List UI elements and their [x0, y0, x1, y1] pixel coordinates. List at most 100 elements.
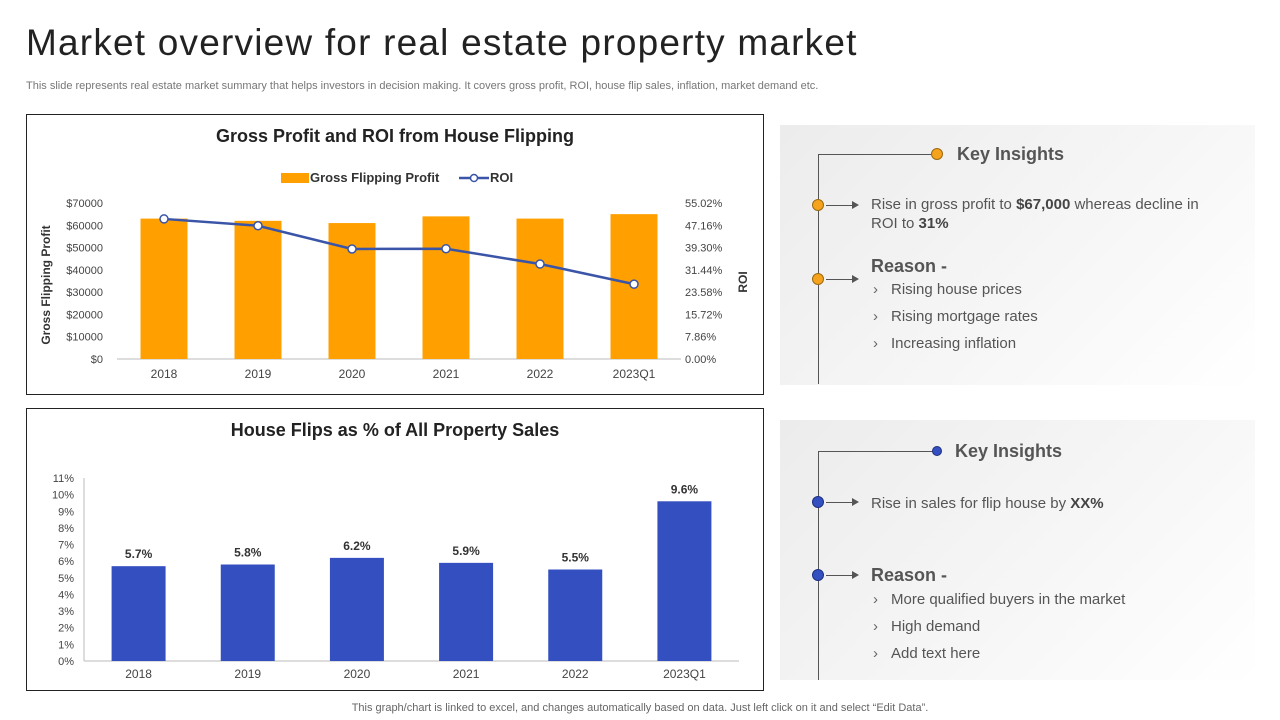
profit-bar: [422, 216, 470, 359]
x-tick-label: 2021: [433, 367, 460, 381]
legend-label-roi: ROI: [490, 170, 513, 185]
profit-bar: [234, 220, 282, 359]
chevron-right-icon: ›: [873, 335, 878, 352]
profit-bar: [516, 218, 564, 359]
x-tick-label: 2019: [245, 367, 272, 381]
y-tick-label: $10000: [66, 332, 103, 344]
insights-2-title-dot: [932, 446, 942, 456]
insights-2-reason-title: Reason -: [871, 565, 948, 585]
roi-point: [159, 214, 169, 224]
x-tick-label: 2023Q1: [613, 367, 656, 381]
insights-1-reason-item: › Rising house prices: [873, 281, 1022, 298]
y-tick-label: 2%: [58, 623, 74, 635]
data-label: 5.7%: [125, 547, 153, 561]
y2-tick-label: 55.02%: [685, 198, 723, 210]
x-tick-label: 2023Q1: [663, 667, 706, 681]
insights-1-reason-arrow: [826, 279, 852, 280]
profit-bar: [328, 223, 376, 359]
flips-bar: [111, 566, 166, 661]
y-tick-label: 8%: [58, 523, 74, 535]
data-label: 5.9%: [452, 544, 480, 558]
insights-1-text-arrow: [826, 205, 852, 206]
insights-2-reason-item: › High demand: [873, 618, 981, 635]
y2-axis-title: ROI: [736, 271, 750, 292]
chevron-right-icon: ›: [873, 618, 878, 635]
data-label: 9.6%: [671, 482, 699, 496]
profit-roi-chart-svg: Gross Profit and ROI from House Flipping…: [39, 126, 750, 381]
y2-tick-label: 31.44%: [685, 265, 723, 277]
y-tick-label: 9%: [58, 506, 74, 518]
insights-1-reason-item: › Increasing inflation: [873, 335, 1017, 352]
flips-bar: [439, 562, 494, 661]
x-tick-label: 2018: [151, 367, 178, 381]
insights-1-reason-dot: [812, 273, 824, 285]
insights-2-text-arrow: [826, 502, 852, 503]
legend-marker-roi: [469, 173, 479, 183]
insights-1-timeline: [818, 154, 819, 384]
data-label: 6.2%: [343, 539, 371, 553]
y2-tick-label: 23.58%: [685, 287, 723, 299]
page-title: Market overview for real estate property…: [26, 22, 858, 63]
insights-1-title: Key Insights: [957, 144, 1065, 164]
y-tick-label: 6%: [58, 556, 74, 568]
insights-1-connector: [818, 154, 936, 155]
y2-tick-label: 39.30%: [685, 243, 723, 255]
y2-tick-label: 47.16%: [685, 220, 723, 232]
insights-2-reason-item: › Add text here: [873, 645, 981, 662]
insights-2-text-dot: [812, 496, 824, 508]
x-tick-label: 2020: [344, 667, 371, 681]
y-tick-label: $60000: [66, 220, 103, 232]
x-tick-label: 2020: [339, 367, 366, 381]
x-tick-label: 2019: [234, 667, 261, 681]
insights-1-text-arrowhead: [852, 201, 859, 209]
y-tick-label: 10%: [52, 490, 74, 502]
x-tick-label: 2018: [125, 667, 152, 681]
house-flips-chart[interactable]: House Flips as % of All Property Sales 0%…: [26, 408, 764, 691]
insights-2-reason-item: › More qualified buyers in the market: [873, 591, 1126, 608]
y-tick-label: 11%: [53, 473, 74, 485]
chevron-right-icon: ›: [873, 281, 878, 298]
y2-tick-label: 7.86%: [685, 332, 716, 344]
chevron-right-icon: ›: [873, 591, 878, 608]
y-tick-label: 0%: [58, 656, 74, 668]
y2-tick-label: 15.72%: [685, 309, 723, 321]
y-axis-title: Gross Flipping Profit: [39, 225, 53, 344]
data-label: 5.8%: [234, 546, 262, 560]
insights-2-reason-arrow: [826, 575, 852, 576]
insights-panel-1: [780, 125, 1255, 385]
y-tick-label: 1%: [58, 639, 74, 651]
y-tick-label: 7%: [58, 540, 74, 552]
insights-2-text-arrowhead: [852, 498, 859, 506]
insights-2-reason-arrowhead: [852, 571, 859, 579]
insights-1-reason-arrowhead: [852, 275, 859, 283]
flips-bar: [220, 564, 275, 661]
y2-tick-label: 0.00%: [685, 354, 716, 366]
y-tick-label: $70000: [66, 198, 103, 210]
insights-panel-2: [780, 420, 1255, 680]
page-subtitle: This slide represents real estate market…: [26, 80, 819, 92]
x-tick-label: 2022: [527, 367, 554, 381]
chart-title: Gross Profit and ROI from House Flipping: [216, 126, 574, 146]
chevron-right-icon: ›: [873, 308, 878, 325]
roi-point: [441, 243, 451, 254]
house-flips-chart-svg: House Flips as % of All Property Sales 0%…: [52, 420, 739, 681]
roi-point: [347, 244, 357, 254]
y-tick-label: 5%: [58, 573, 74, 585]
data-label: 5.5%: [562, 551, 590, 565]
legend-label-profit: Gross Flipping Profit: [310, 170, 440, 185]
y-tick-label: $0: [91, 354, 103, 366]
insights-2-connector: [818, 451, 934, 452]
profit-roi-chart[interactable]: Gross Profit and ROI from House Flipping…: [26, 114, 764, 395]
profit-bar: [140, 218, 188, 359]
flips-bar: [329, 557, 384, 661]
insights-1-text-dot: [812, 199, 824, 211]
insights-1-title-dot: [931, 148, 943, 160]
roi-point: [629, 279, 639, 289]
y-tick-label: 3%: [58, 606, 74, 618]
insights-1-text: Rise in gross profit to $67,000 whereas …: [871, 196, 1199, 232]
y-tick-label: $40000: [66, 265, 103, 277]
y-tick-label: $30000: [66, 287, 103, 299]
insights-2-title: Key Insights: [955, 441, 1063, 461]
page-footer: This graph/chart is linked to excel, and…: [351, 702, 929, 714]
y-tick-label: 4%: [58, 589, 74, 601]
